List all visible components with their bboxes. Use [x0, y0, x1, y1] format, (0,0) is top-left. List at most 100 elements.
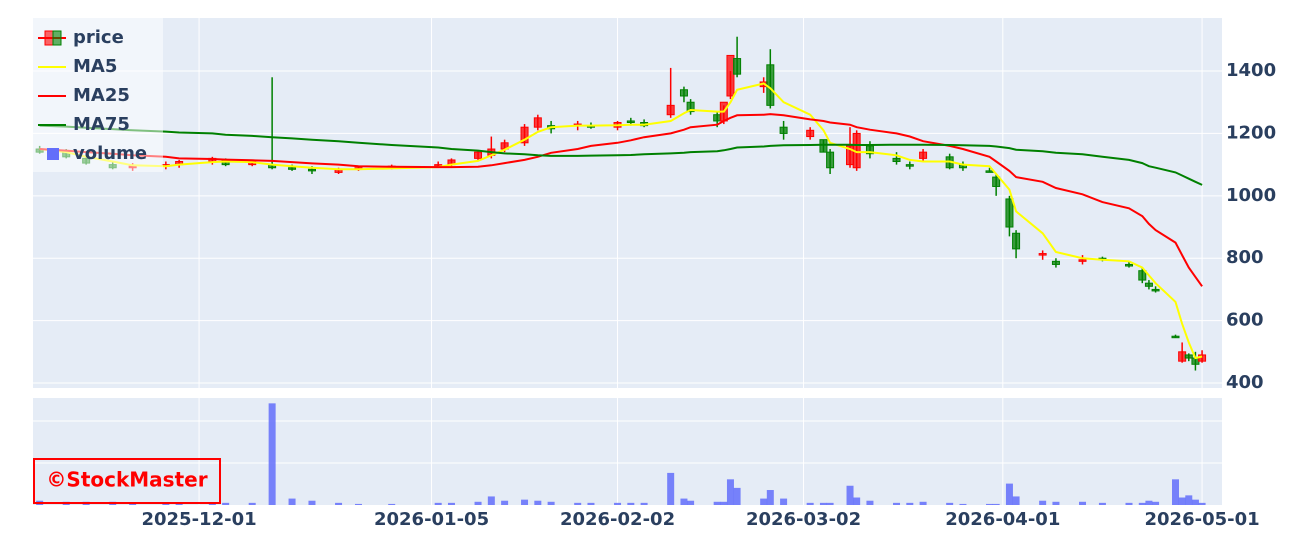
candle-body: [686, 101, 695, 113]
candle-body: [626, 120, 635, 124]
volume-bar: [388, 503, 396, 505]
volume-bar: [1145, 500, 1153, 505]
candle-body: [1051, 260, 1060, 265]
ma-line: [39, 82, 1203, 360]
volume-bar: [487, 496, 495, 505]
volume-bar: [806, 502, 814, 505]
volume-bar: [614, 502, 622, 505]
volume-bar: [1178, 497, 1186, 505]
legend-icon: [44, 30, 54, 46]
x-tick-label: 2026-01-05: [374, 509, 489, 530]
volume-bar: [474, 501, 482, 505]
legend-label: volume: [73, 143, 147, 164]
candle-body: [779, 126, 788, 134]
volume-bar: [1185, 495, 1193, 505]
volume-bar: [819, 502, 827, 505]
volume-bar: [534, 500, 542, 505]
candle-body: [307, 168, 316, 172]
volume-bar: [574, 502, 582, 505]
volume-bar: [906, 502, 914, 505]
candle-body: [1144, 282, 1153, 287]
price-plot-bg: [33, 18, 1222, 388]
volume-bar: [866, 500, 874, 505]
x-tick-label: 2026-04-01: [945, 509, 1060, 530]
volume-bar: [1138, 502, 1146, 505]
volume-plot-bg: [33, 398, 1222, 505]
volume-bar: [667, 472, 675, 505]
volume-bar: [1005, 483, 1013, 505]
candle-body: [1125, 263, 1134, 267]
candle-body: [992, 176, 1001, 187]
axis-labels: 400 600 800 1000 1200 1400 2025-12-01 2026-01-0…: [141, 60, 1276, 530]
volume-bar: [521, 499, 529, 505]
volume-bar: [248, 502, 256, 505]
volume-bars: [36, 403, 1206, 505]
volume-bar: [354, 503, 362, 505]
legend: price MA5 MA25 MA75 volume: [33, 18, 163, 172]
legend-icon: [52, 30, 62, 46]
volume-bar: [222, 502, 230, 505]
x-tick-label: 2025-12-01: [141, 509, 256, 530]
legend-label: price: [73, 27, 124, 48]
candle-body: [1012, 232, 1021, 250]
legend-label: MA5: [73, 56, 117, 77]
candle-body: [806, 129, 815, 138]
volume-bar: [1191, 499, 1199, 505]
volume-bar: [893, 502, 901, 505]
candle-body: [905, 164, 914, 167]
volume-bar: [587, 502, 595, 505]
candle-body: [1151, 288, 1160, 292]
volume-bar: [826, 502, 834, 505]
candle-body: [288, 167, 297, 170]
volume-bar: [288, 498, 296, 505]
volume-bar: [687, 500, 695, 505]
volume-bar: [434, 502, 442, 505]
grid: [33, 18, 1222, 505]
x-tick-label: 2026-02-02: [560, 509, 675, 530]
volume-bar: [308, 500, 316, 505]
candle-body: [533, 117, 542, 128]
candle-body: [1138, 270, 1147, 281]
candle-body: [919, 151, 928, 159]
volume-bar: [1152, 501, 1160, 505]
candle-body: [826, 151, 835, 169]
volume-bar: [959, 503, 967, 505]
legend-icon: [47, 148, 59, 160]
volume-bar: [846, 485, 854, 505]
ma-line: [39, 124, 1203, 186]
volume-bar: [1172, 479, 1180, 505]
volume-bar: [1012, 496, 1020, 505]
volume-bar: [1079, 501, 1087, 505]
volume-bar: [1198, 502, 1206, 505]
y-tick-label: 800: [1226, 247, 1264, 268]
volume-bar: [447, 502, 455, 505]
candle-body: [679, 89, 688, 97]
y-tick-label: 400: [1226, 372, 1264, 393]
candle-body: [892, 157, 901, 163]
y-tick-label: 1000: [1226, 185, 1276, 206]
volume-bar: [720, 501, 728, 505]
volume-bar: [627, 502, 635, 505]
volume-bar: [640, 502, 648, 505]
volume-bar: [1125, 502, 1133, 505]
volume-bar: [780, 498, 788, 505]
watermark-box: [33, 458, 221, 504]
candle-body: [1078, 259, 1087, 262]
candle-body: [666, 104, 675, 116]
candle-body: [1171, 335, 1180, 339]
volume-bar: [760, 498, 768, 505]
candle-body: [1184, 354, 1193, 359]
volume-bar: [733, 487, 741, 505]
candle-body: [474, 151, 483, 159]
volume-bar: [992, 503, 1000, 505]
candle-body: [1178, 351, 1187, 362]
candle-body: [520, 126, 529, 144]
volume-bar: [268, 403, 276, 505]
y-tick-label: 1200: [1226, 122, 1276, 143]
x-tick-label: 2026-05-01: [1145, 509, 1260, 530]
legend-label: MA75: [73, 114, 130, 135]
volume-bar: [713, 501, 721, 505]
volume-bar: [1039, 500, 1047, 505]
